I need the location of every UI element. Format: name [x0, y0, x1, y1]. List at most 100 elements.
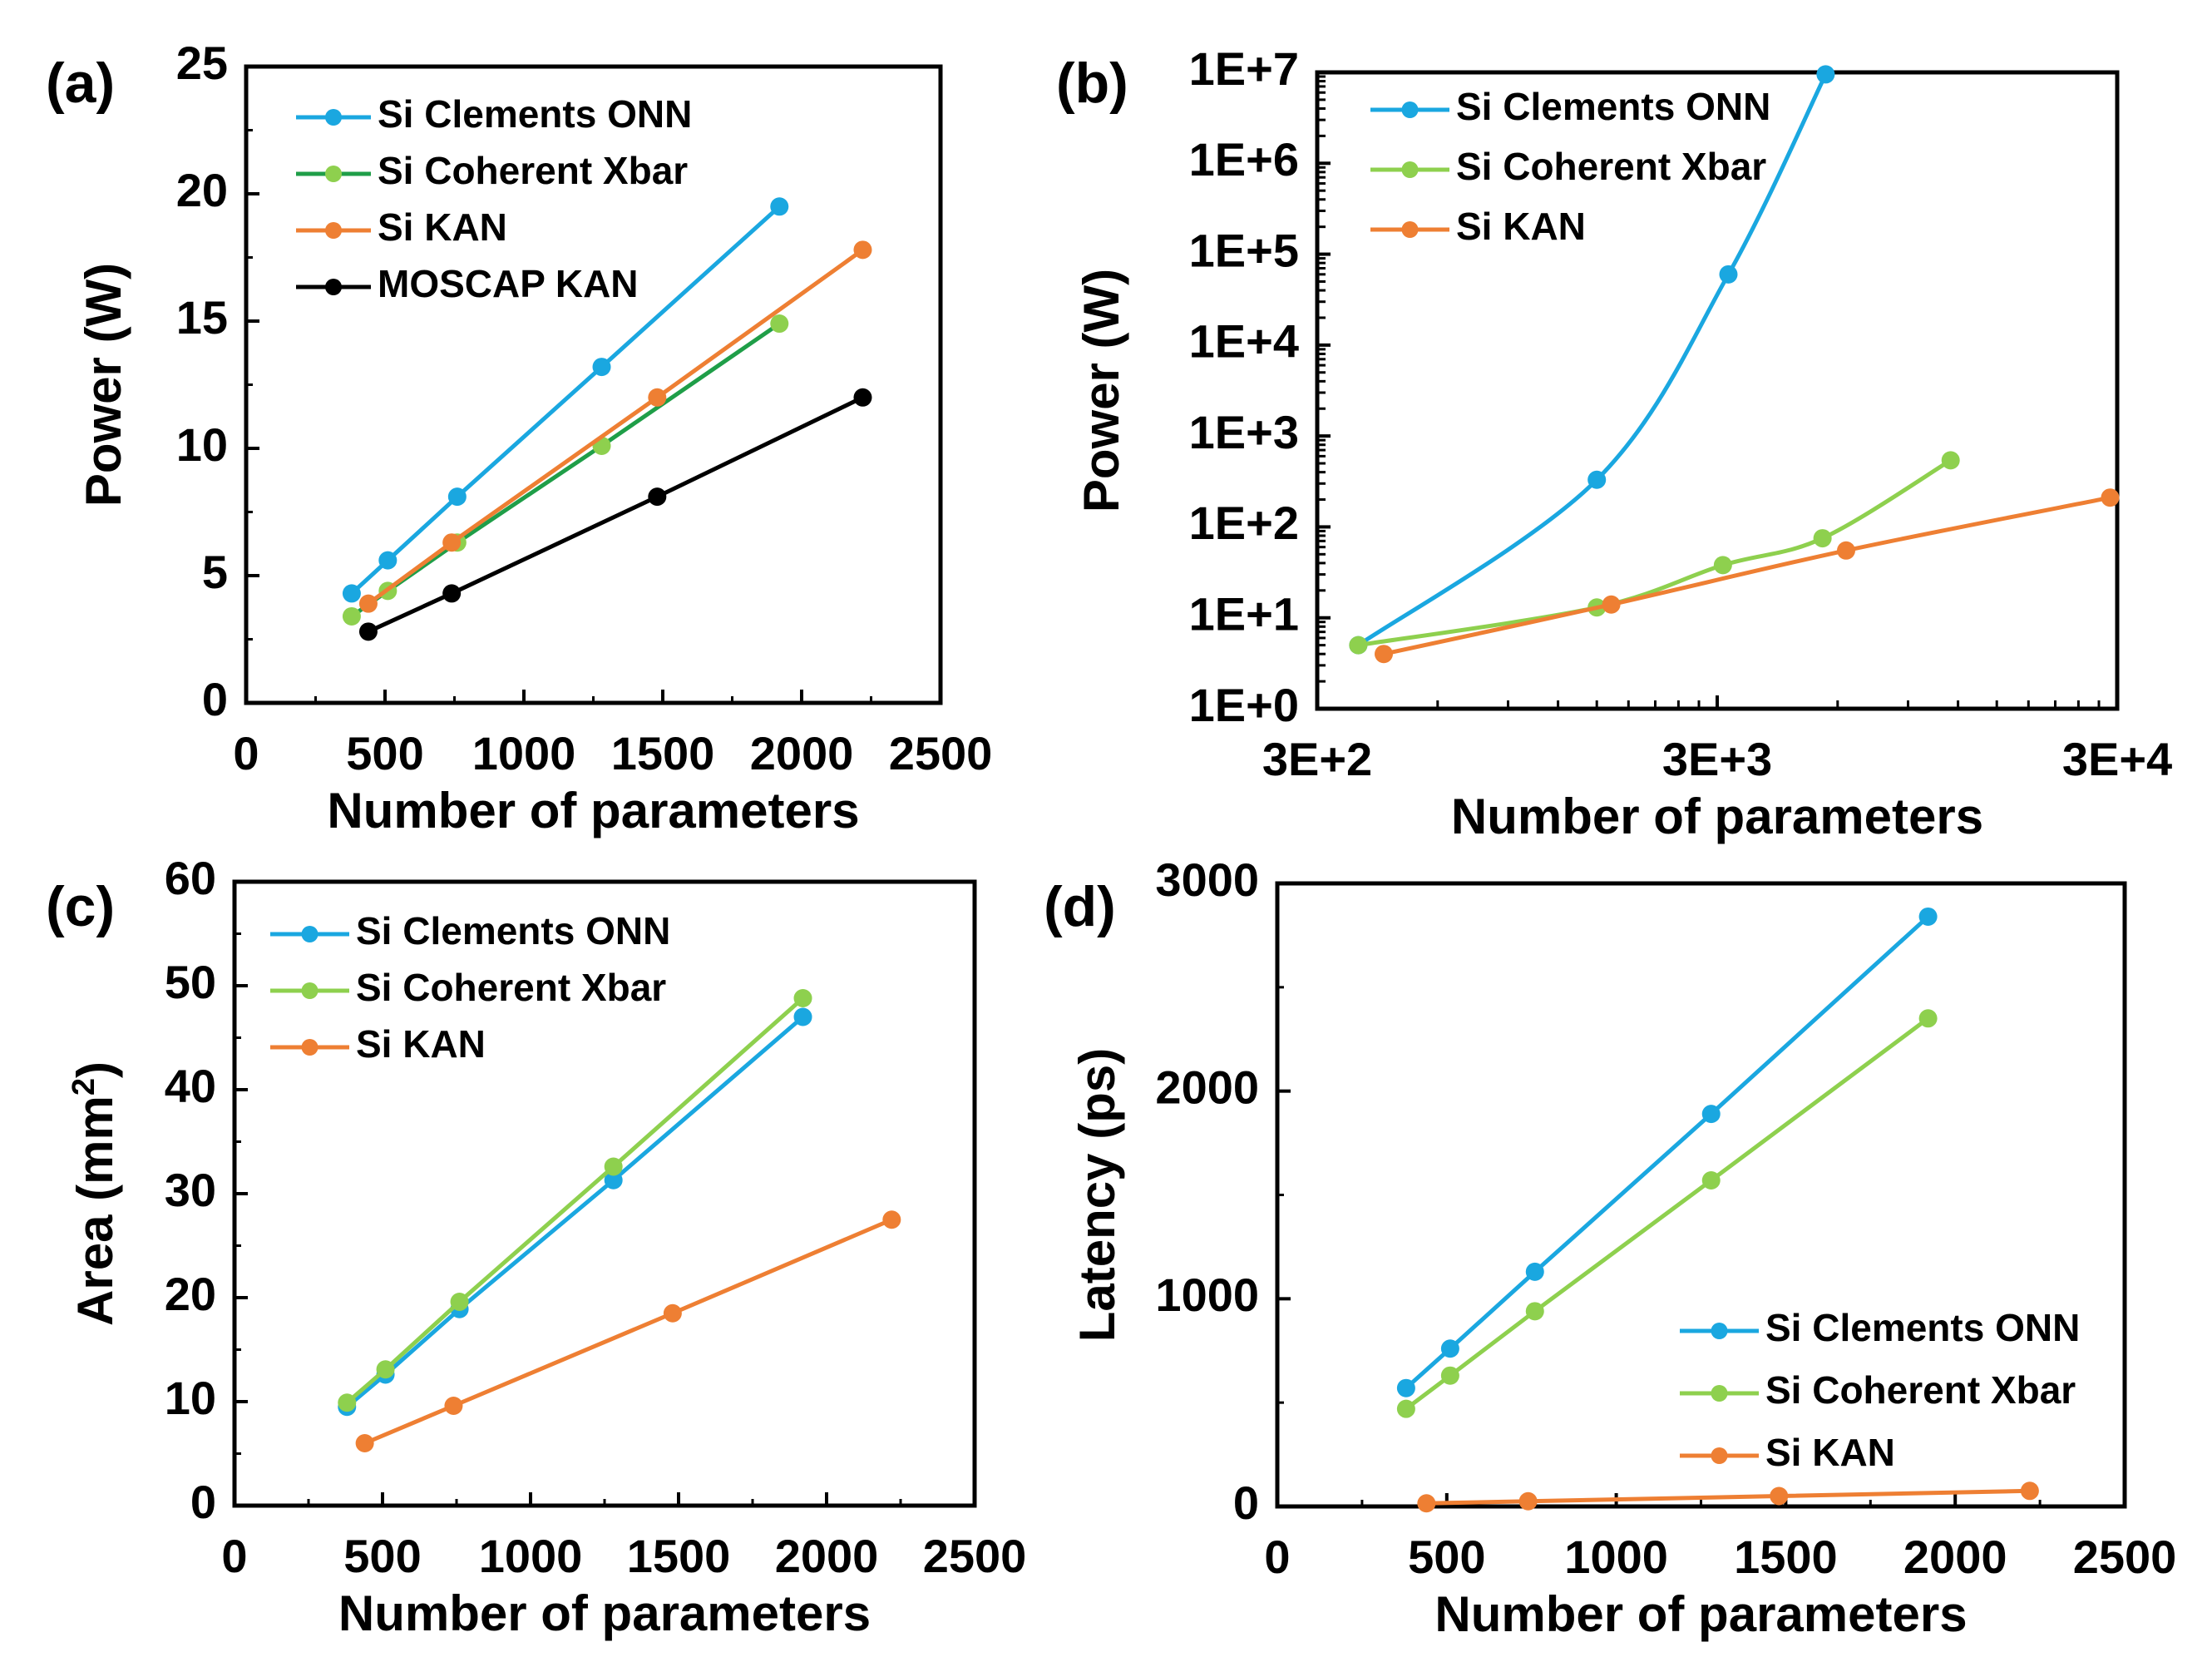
- data-point: [1440, 1366, 1459, 1385]
- chart-panel-3: (c) 0 10 20 30 40 50 60 0 500 1000 1500 2000 2500 Numb…: [46, 852, 1026, 1641]
- data-point: [1713, 556, 1732, 575]
- data-point: [1518, 1491, 1538, 1511]
- panel-label: (c): [46, 875, 115, 938]
- data-point: [358, 622, 378, 641]
- legend-swatch-marker: [1711, 1447, 1728, 1464]
- x-axis-label: Number of parameters: [1434, 1586, 1967, 1642]
- data-point: [447, 487, 467, 507]
- x-axis-label: Number of parameters: [338, 1585, 871, 1641]
- chart-panel-4: (d) 0 1000 2000 3000 0 500 1000 1500 2000 2500 Numb…: [1044, 853, 2176, 1642]
- data-point: [793, 989, 812, 1007]
- series-line-3: [367, 248, 864, 606]
- legend-swatch-marker: [325, 166, 342, 182]
- data-point: [450, 1293, 469, 1311]
- data-point: [1587, 470, 1607, 489]
- y-axis-label: Power (W): [1074, 269, 1129, 512]
- legend-swatch-marker: [325, 279, 342, 295]
- y-tick-label: 20: [165, 1268, 216, 1320]
- y-tick-label: 1000: [1155, 1269, 1259, 1321]
- data-point: [1813, 529, 1832, 548]
- x-tick-label: 1000: [479, 1530, 583, 1582]
- panel-label: (a): [46, 52, 115, 115]
- data-point: [648, 487, 667, 507]
- x-axis-label: Number of parameters: [1451, 789, 1983, 844]
- data-point: [1525, 1302, 1544, 1321]
- data-point: [1396, 1399, 1415, 1418]
- data-point: [793, 1007, 812, 1026]
- data-point: [338, 1393, 357, 1412]
- legend-label: Si KAN: [356, 1022, 486, 1066]
- series-line-3: [1383, 495, 2111, 656]
- x-tick-label: 2500: [2073, 1531, 2177, 1583]
- x-tick-label: 1000: [472, 727, 576, 779]
- y-tick-label: 0: [202, 673, 228, 725]
- legend-label: Si Clements ONN: [356, 909, 670, 952]
- data-point: [1918, 1009, 1938, 1028]
- data-point: [604, 1170, 623, 1190]
- data-point: [358, 594, 378, 613]
- y-tick-label: 1E+3: [1189, 406, 1299, 458]
- legend-label: Si Coherent Xbar: [1456, 145, 1766, 188]
- data-point: [1770, 1486, 1789, 1506]
- legend-label: Si Coherent Xbar: [1765, 1368, 2076, 1412]
- chart-panel-1: (a) 0 5 10 15 20 25 0 500 1000 1500 2000 2500 Number …: [46, 37, 992, 838]
- data-point: [1816, 65, 1835, 84]
- data-point: [355, 1434, 374, 1452]
- x-tick-label: 1500: [1734, 1531, 1838, 1583]
- data-point: [442, 584, 462, 603]
- data-point: [1525, 1262, 1544, 1281]
- y-axis-label-text: Area (mm: [67, 1096, 123, 1326]
- y-tick-label: 0: [1233, 1476, 1259, 1529]
- legend-swatch-marker: [1401, 221, 1419, 238]
- data-point: [853, 240, 872, 260]
- y-tick-label: 25: [176, 37, 228, 89]
- x-axis-label: Number of parameters: [327, 783, 859, 838]
- y-axis-label: Latency (ps): [1069, 1048, 1125, 1342]
- legend-label: MOSCAP KAN: [378, 262, 639, 305]
- data-point: [444, 1397, 463, 1415]
- data-point: [1396, 1378, 1415, 1397]
- data-point: [2020, 1481, 2039, 1501]
- x-tick-label: 1500: [611, 727, 715, 779]
- data-point: [2101, 488, 2120, 507]
- legend-swatch-marker: [301, 1039, 318, 1056]
- y-tick-label: 10: [165, 1372, 216, 1424]
- data-point: [1941, 451, 1960, 470]
- legend-label: Si Clements ONN: [1456, 85, 1770, 128]
- data-point: [592, 358, 611, 377]
- y-tick-label: 1E+2: [1189, 497, 1299, 549]
- legend-swatch-marker: [1401, 101, 1419, 118]
- y-tick-label: 5: [202, 546, 228, 598]
- series-line-3: [1426, 1488, 2030, 1506]
- y-tick-label: 2000: [1155, 1061, 1259, 1113]
- x-tick-label: 1500: [627, 1530, 731, 1582]
- y-axis-label-superscript: 2: [67, 1078, 101, 1096]
- data-point: [882, 1210, 901, 1229]
- x-tick-label: 500: [1408, 1531, 1485, 1583]
- series-line-2: [1357, 458, 1952, 648]
- data-point: [442, 533, 462, 552]
- data-point: [376, 1360, 395, 1379]
- y-tick-label: 1E+5: [1189, 224, 1299, 276]
- data-point: [770, 314, 789, 334]
- data-point: [1836, 541, 1855, 560]
- x-tick-label: 2000: [1903, 1531, 2007, 1583]
- data-point: [648, 388, 667, 407]
- legend-swatch-marker: [1401, 161, 1419, 178]
- legend-swatch-marker: [325, 222, 342, 239]
- chart-panel-2: (b) 1E+0 1E+1 1E+2 1E+3 1E+4 1E+5 1E+6 1E+7 3E+2 3…: [1056, 42, 2172, 844]
- data-point: [770, 197, 789, 216]
- data-point: [604, 1157, 623, 1176]
- data-point: [1375, 645, 1394, 664]
- legend-swatch-marker: [325, 109, 342, 126]
- legend-label: Si Clements ONN: [1765, 1306, 2080, 1349]
- y-tick-label: 3000: [1155, 853, 1259, 906]
- data-point: [663, 1303, 682, 1323]
- data-point: [1349, 636, 1368, 655]
- x-tick-label: 2000: [775, 1530, 879, 1582]
- data-point: [378, 551, 397, 570]
- legend-label: Si KAN: [1765, 1431, 1895, 1474]
- panel-label: (b): [1056, 52, 1128, 115]
- y-tick-label: 10: [176, 418, 228, 471]
